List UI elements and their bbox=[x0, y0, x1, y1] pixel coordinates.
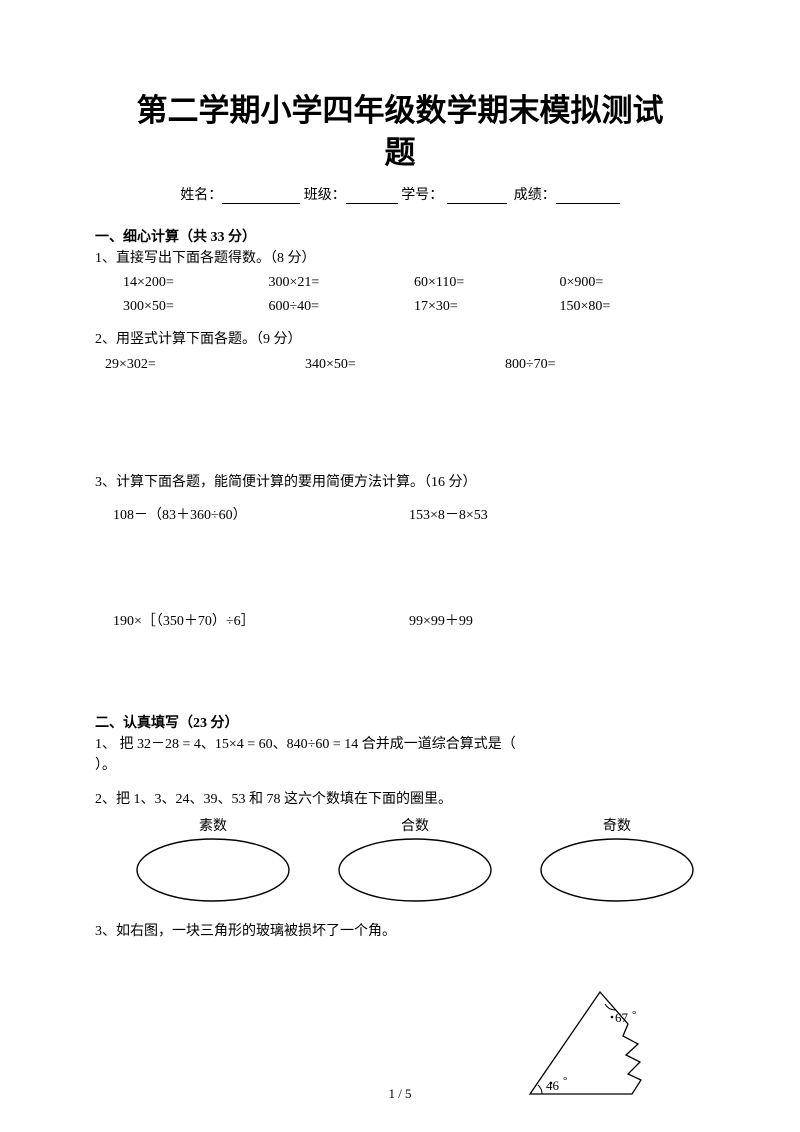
score-label: 成绩： bbox=[514, 188, 556, 203]
score-blank[interactable] bbox=[556, 190, 620, 204]
s1-q3-label: 3、计算下面各题，能简便计算的要用简便方法计算。（16 分） bbox=[95, 472, 705, 494]
s2-q1-line2: ）。 bbox=[95, 755, 705, 777]
calc-item: 150×80= bbox=[560, 299, 706, 315]
angle-67: 67 bbox=[615, 1010, 629, 1025]
calc-item: 99×99＋99 bbox=[409, 610, 705, 630]
ellipse-group-odd: 奇数 bbox=[539, 815, 695, 903]
svg-text:°: ° bbox=[632, 1009, 636, 1021]
id-blank[interactable] bbox=[447, 190, 507, 204]
id-label: 学号： bbox=[401, 188, 443, 203]
title-line1: 第二学期小学四年级数学期末模拟测试 bbox=[137, 93, 664, 128]
s1-q3-row2: 190×［（350＋70）÷6］ 99×99＋99 bbox=[113, 610, 705, 630]
calc-item: 600÷40= bbox=[269, 299, 415, 315]
student-info-line: 姓名： 班级： 学号： 成绩： bbox=[95, 184, 705, 204]
calc-item: 14×200= bbox=[123, 275, 269, 291]
s1-q1-grid: 14×200= 300×21= 60×110= 0×900= 300×50= 6… bbox=[123, 275, 705, 315]
s2-q3-label: 3、如右图，一块三角形的玻璃被损坏了一个角。 bbox=[95, 921, 705, 943]
broken-triangle-figure: 67 ° 46 ° bbox=[510, 982, 670, 1102]
ellipse-row: 素数 合数 奇数 bbox=[95, 815, 705, 903]
page-number: 1 / 5 bbox=[0, 1086, 800, 1102]
ellipse-group-composite: 合数 bbox=[337, 815, 493, 903]
page-title: 第二学期小学四年级数学期末模拟测试 题 bbox=[95, 90, 705, 174]
calc-item: 340×50= bbox=[305, 357, 505, 373]
s2-q2-label: 2、把 1、3、24、39、53 和 78 这六个数填在下面的圈里。 bbox=[95, 789, 705, 811]
section2-heading: 二、认真填写（23 分） bbox=[95, 712, 705, 732]
ellipse-icon bbox=[539, 837, 695, 903]
name-blank[interactable] bbox=[222, 190, 300, 204]
ellipse-label: 合数 bbox=[401, 815, 429, 835]
class-label: 班级： bbox=[304, 188, 346, 203]
section1-heading: 一、细心计算（共 33 分） bbox=[95, 226, 705, 246]
calc-item: 108－（83＋360÷60） bbox=[113, 504, 409, 524]
ellipse-icon bbox=[337, 837, 493, 903]
title-line2: 题 bbox=[385, 135, 416, 170]
calc-item: 300×50= bbox=[123, 299, 269, 315]
calc-item: 29×302= bbox=[105, 357, 305, 373]
triangle-icon: 67 ° 46 ° bbox=[510, 982, 670, 1102]
s1-q1-label: 1、直接写出下面各题得数。（8 分） bbox=[95, 248, 705, 270]
calc-item: 153×8－8×53 bbox=[409, 504, 705, 524]
calc-item: 300×21= bbox=[269, 275, 415, 291]
s1-q3-row1: 108－（83＋360÷60） 153×8－8×53 bbox=[113, 504, 705, 524]
s1-q2-grid: 29×302= 340×50= 800÷70= bbox=[105, 357, 705, 373]
ellipse-label: 素数 bbox=[199, 815, 227, 835]
s2-q1-line1: 1、 把 32－28 = 4、15×4 = 60、840÷60 = 14 合并成… bbox=[95, 734, 705, 756]
class-blank[interactable] bbox=[346, 190, 398, 204]
name-label: 姓名： bbox=[180, 188, 222, 203]
calc-item: 60×110= bbox=[414, 275, 560, 291]
calc-item: 0×900= bbox=[560, 275, 706, 291]
ellipse-icon bbox=[135, 837, 291, 903]
s1-q2-label: 2、用竖式计算下面各题。（9 分） bbox=[95, 329, 705, 351]
calc-item: 190×［（350＋70）÷6］ bbox=[113, 610, 409, 630]
calc-item: 17×30= bbox=[414, 299, 560, 315]
ellipse-label: 奇数 bbox=[603, 815, 631, 835]
ellipse-group-prime: 素数 bbox=[135, 815, 291, 903]
calc-item: 800÷70= bbox=[505, 357, 705, 373]
